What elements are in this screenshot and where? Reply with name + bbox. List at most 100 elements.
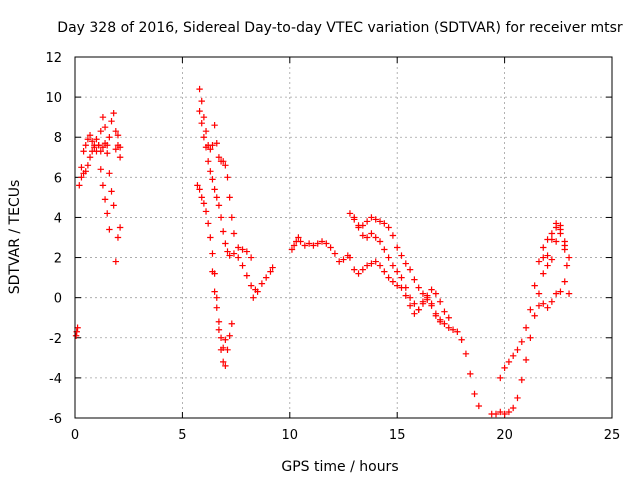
- data-point: [97, 128, 104, 135]
- data-point: [114, 234, 122, 241]
- y-tick-label: -6: [49, 412, 62, 427]
- data-point: [224, 346, 231, 354]
- data-point: [522, 356, 530, 364]
- data-point: [363, 262, 371, 269]
- data-point: [101, 140, 109, 147]
- data-point: [501, 364, 508, 372]
- data-point: [215, 318, 223, 325]
- data-point: [376, 238, 384, 245]
- data-point: [114, 132, 122, 139]
- data-point: [215, 326, 223, 333]
- chart-title: Day 328 of 2016, Sidereal Day-to-day VTE…: [57, 20, 623, 36]
- data-point: [99, 182, 107, 189]
- data-point: [346, 254, 354, 261]
- data-point: [518, 338, 525, 345]
- data-point: [509, 404, 517, 412]
- data-point: [106, 134, 113, 141]
- data-point: [288, 246, 296, 253]
- data-point: [402, 284, 409, 291]
- data-point: [351, 266, 358, 273]
- data-point: [441, 320, 448, 327]
- data-point: [441, 308, 448, 315]
- data-point: [215, 154, 223, 161]
- data-point: [565, 254, 573, 261]
- data-point: [381, 268, 388, 275]
- data-point: [82, 168, 89, 175]
- data-point: [363, 218, 371, 225]
- data-point: [540, 244, 547, 251]
- series-arc-19-23h-a: [488, 222, 571, 418]
- data-point: [228, 320, 236, 327]
- data-point: [411, 276, 418, 283]
- data-point: [222, 362, 229, 370]
- data-point: [372, 258, 379, 265]
- y-tick-label: 4: [54, 211, 62, 226]
- data-point: [110, 202, 117, 209]
- data-point: [116, 144, 124, 151]
- data-point: [389, 278, 397, 285]
- data-point: [394, 244, 401, 251]
- data-point: [552, 290, 560, 297]
- series-early-outliers: [72, 324, 81, 339]
- data-point: [209, 142, 216, 149]
- data-point: [108, 117, 115, 125]
- data-point: [368, 214, 375, 221]
- data-point: [565, 290, 573, 297]
- series-arc-6h-lower: [194, 182, 236, 370]
- data-point: [428, 286, 435, 293]
- data-point: [104, 150, 111, 157]
- data-point: [222, 240, 229, 247]
- data-point: [471, 390, 478, 398]
- data-points: [72, 85, 573, 418]
- data-point: [220, 358, 227, 366]
- series-arc-6h-upper: [196, 85, 255, 261]
- data-point: [561, 278, 568, 285]
- data-point: [327, 244, 334, 251]
- series-arc-19-23h-d: [540, 230, 568, 269]
- data-point: [239, 246, 246, 253]
- data-point: [99, 113, 107, 121]
- data-point: [220, 344, 227, 352]
- data-point: [258, 280, 266, 287]
- data-point: [449, 326, 457, 333]
- data-point: [424, 294, 431, 301]
- data-point: [207, 234, 214, 241]
- data-point: [222, 336, 229, 343]
- data-point: [209, 250, 216, 257]
- x-tick-label: 20: [496, 428, 513, 443]
- data-point: [527, 306, 534, 313]
- series-arc-10-12h: [288, 234, 351, 265]
- grid-lines: [75, 57, 612, 418]
- axis-ticks: 0 5 10 15 20 25 -6 -4 -2 0 2 4 6 8 10 12: [45, 51, 620, 443]
- data-point: [415, 284, 422, 291]
- data-point: [505, 408, 513, 416]
- data-point: [247, 282, 255, 289]
- data-point: [522, 324, 530, 331]
- data-point: [497, 374, 504, 382]
- data-point: [116, 224, 124, 231]
- data-point: [351, 214, 358, 221]
- data-point: [368, 230, 375, 237]
- data-point: [540, 254, 547, 261]
- data-point: [112, 258, 120, 265]
- data-point: [432, 290, 440, 297]
- data-point: [200, 134, 208, 141]
- x-tick-label: 10: [282, 428, 299, 443]
- data-point: [359, 222, 367, 229]
- data-point: [331, 250, 339, 257]
- data-point: [398, 252, 405, 259]
- y-tick-label: 0: [54, 292, 62, 307]
- series-arc-13-19h-a: [346, 210, 483, 410]
- data-point: [385, 224, 392, 231]
- y-tick-label: 10: [45, 91, 62, 106]
- data-point: [318, 238, 326, 245]
- data-point: [462, 350, 470, 358]
- data-point: [211, 121, 218, 129]
- data-point: [436, 318, 444, 325]
- data-point: [230, 230, 238, 237]
- data-point: [222, 162, 229, 169]
- data-point: [200, 200, 208, 207]
- data-point: [269, 264, 276, 271]
- data-point: [411, 310, 418, 317]
- data-point: [514, 346, 521, 354]
